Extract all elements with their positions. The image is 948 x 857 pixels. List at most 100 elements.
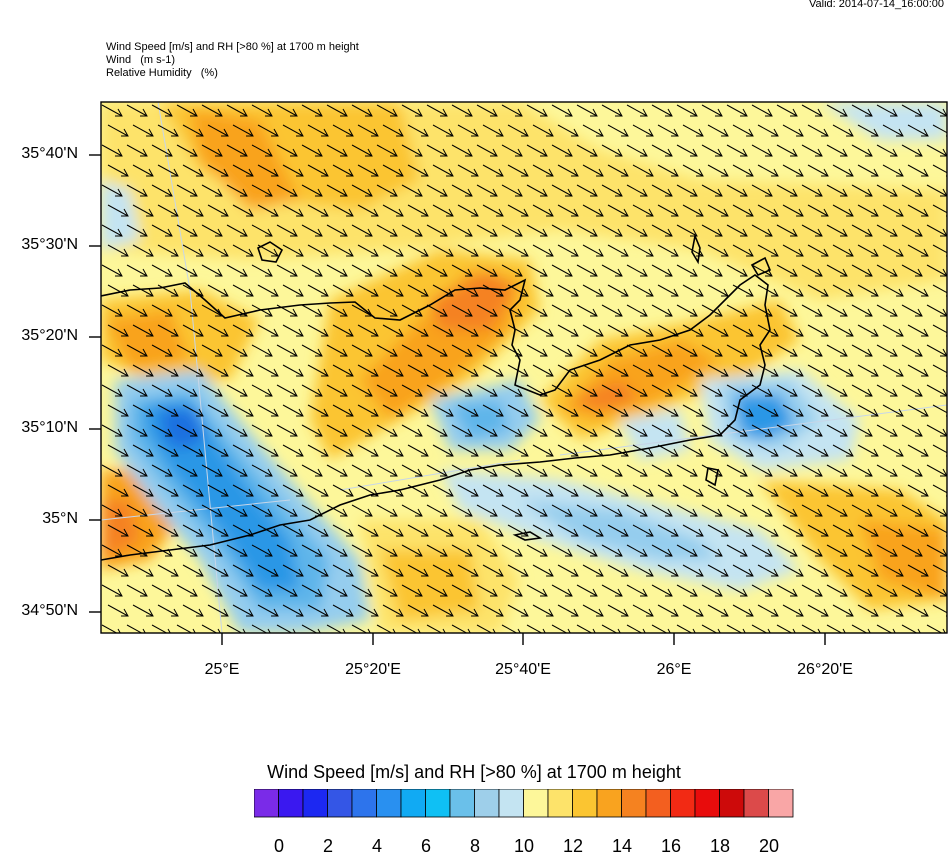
wind-vector (576, 104, 598, 117)
wind-vector (376, 424, 398, 437)
wind-vector (707, 604, 729, 617)
wind-vector (151, 264, 173, 277)
wind-vector (351, 464, 373, 477)
wind-vector (701, 624, 721, 633)
wind-vector (357, 404, 379, 417)
wind-vector (151, 104, 173, 117)
wind-vector (657, 564, 679, 577)
wind-vector (832, 164, 854, 177)
wind-vector (626, 624, 646, 633)
wind-vector (476, 584, 498, 597)
wind-vector (376, 184, 398, 197)
wind-vector (426, 344, 448, 357)
wind-vector (582, 564, 604, 577)
wind-vector (601, 304, 623, 317)
wind-vector (732, 404, 754, 417)
wind-vector (657, 444, 679, 457)
wind-vector (801, 104, 823, 117)
wind-vector (207, 324, 229, 337)
wind-vector (482, 364, 504, 377)
wind-vector (201, 304, 223, 317)
wind-vector (451, 624, 471, 633)
wind-vector (551, 304, 573, 317)
wind-vector (132, 604, 154, 617)
wind-vector (332, 524, 354, 537)
wind-vector (676, 384, 698, 397)
wind-vector (576, 464, 598, 477)
wind-vector (676, 264, 698, 277)
wind-vector (801, 184, 823, 197)
wind-vector (451, 344, 473, 357)
wind-vector (776, 144, 798, 157)
wind-vector (851, 264, 873, 277)
wind-vector (276, 624, 296, 633)
wind-vector (501, 544, 523, 557)
wind-vector (782, 164, 804, 177)
wind-vector (432, 484, 454, 497)
wind-vector (457, 124, 479, 137)
wind-vector (132, 364, 154, 377)
wind-vector (357, 524, 379, 537)
wind-vector (332, 284, 354, 297)
wind-vector (382, 244, 404, 257)
wind-vector (207, 404, 229, 417)
wind-vector (426, 464, 448, 477)
wind-vector (376, 624, 396, 633)
wind-vector (926, 504, 947, 517)
wind-vector (482, 484, 504, 497)
wind-vector (657, 244, 679, 257)
wind-vector (557, 524, 579, 537)
wind-vector (807, 164, 829, 177)
wind-vector (901, 624, 921, 633)
wind-vector (507, 404, 529, 417)
wind-vector (332, 404, 354, 417)
wind-vector (507, 604, 529, 617)
wind-vector (882, 604, 904, 617)
wind-vector (876, 304, 898, 317)
wind-vector (776, 624, 796, 633)
wind-vector (376, 264, 398, 277)
wind-vector (601, 384, 623, 397)
wind-vector (107, 244, 129, 257)
wind-vector (301, 504, 323, 517)
wind-vector (351, 584, 373, 597)
wind-vector (782, 364, 804, 377)
wind-vector (651, 504, 673, 517)
wind-vector (582, 244, 604, 257)
wind-vector (601, 544, 623, 557)
wind-vector (457, 444, 479, 457)
wind-vector (232, 484, 254, 497)
wind-vector (807, 124, 829, 137)
wind-vector (182, 604, 204, 617)
wind-vector (576, 304, 598, 317)
wind-vector (776, 504, 798, 517)
wind-vector (557, 444, 579, 457)
wind-vector (182, 244, 204, 257)
wind-vector (632, 244, 654, 257)
wind-vector (682, 564, 704, 577)
wind-vector (757, 324, 779, 337)
wind-vector (701, 544, 723, 557)
wind-vector (751, 384, 773, 397)
wind-vector (232, 284, 254, 297)
wind-vector (326, 544, 348, 557)
wind-vector (726, 384, 748, 397)
wind-vector (726, 144, 748, 157)
wind-vector (682, 324, 704, 337)
wind-vector (801, 264, 823, 277)
wind-vector (857, 364, 879, 377)
wind-vector (807, 604, 829, 617)
wind-vector (782, 244, 804, 257)
wind-vector (726, 264, 748, 277)
wind-vector (207, 604, 229, 617)
wind-vector (382, 164, 404, 177)
wind-vector (501, 464, 523, 477)
wind-vector (176, 584, 198, 597)
wind-vector (151, 624, 171, 633)
wind-vector (101, 504, 123, 517)
wind-vector (751, 144, 773, 157)
map (89, 101, 948, 645)
wind-vector (201, 144, 223, 157)
colorbar-swatch (768, 789, 794, 818)
wind-vector (107, 364, 129, 377)
